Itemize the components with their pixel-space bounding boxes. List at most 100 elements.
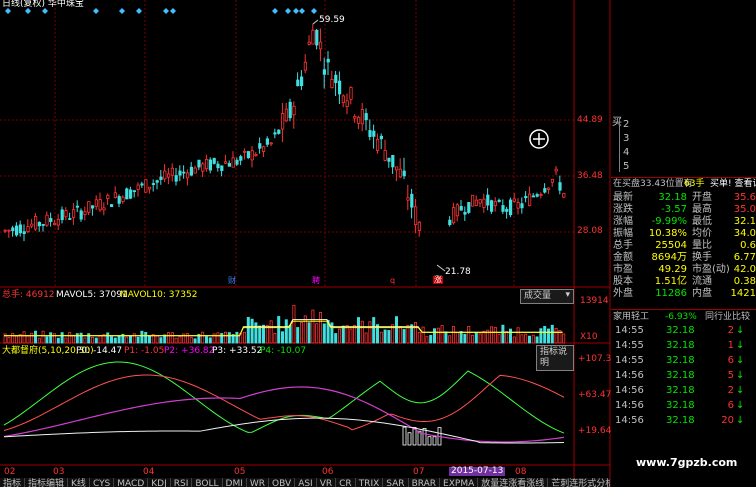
- event-marker-limit[interactable]: 涨: [433, 275, 443, 284]
- tick-time: 14:56: [615, 370, 644, 381]
- indicator-p3: P3: +33.52: [212, 346, 263, 356]
- indicator-tab[interactable]: 芒刺连形式分析: [548, 478, 610, 487]
- quote-value: 8694万: [651, 252, 687, 263]
- quote-label: 开盘: [692, 192, 712, 203]
- quote-header: 在买盘33.43位置有 63手 买单! 查看详情: [611, 177, 756, 191]
- indicator-p0: P0: -14.47: [76, 346, 123, 356]
- quote-table: 最新 32.18 开盘 35.6 涨跌 -3.57 最高 35.0 涨幅 -9.99% 最低 32.1…: [611, 192, 756, 302]
- indicator-tab[interactable]: SAR: [383, 478, 409, 487]
- quote-value: 1421: [730, 288, 756, 299]
- tick-volume: 2: [727, 325, 734, 336]
- quote-row: 涨幅 -9.99% 最低 32.1: [611, 216, 756, 228]
- tick-volume: 2: [727, 385, 734, 396]
- order-book-level: 3: [623, 133, 630, 144]
- price-axis-label-2: 36.48: [577, 171, 603, 181]
- quote-label: 量比: [692, 240, 712, 251]
- indicator-tab[interactable]: DMI: [223, 478, 247, 487]
- tick-row: 14:56 32.18 20 ↓: [612, 413, 756, 428]
- industry-header: 家用轻工 -6.93% 同行业比较: [611, 309, 756, 323]
- indicator-tab[interactable]: VR: [317, 478, 337, 487]
- tick-volume: 20: [721, 415, 734, 426]
- quote-row: 总手 25504 量比 0.6: [611, 240, 756, 252]
- quote-row: 金额 8694万 换手 6.77: [611, 252, 756, 264]
- industry-change: -6.93%: [665, 312, 697, 322]
- quote-value: 42.0: [733, 264, 756, 275]
- indicator-tab[interactable]: TRIX: [356, 478, 384, 487]
- quote-value: 0.6: [740, 240, 756, 251]
- indicator-p2: P2: +36.82: [164, 346, 215, 356]
- tick-direction-icon: ↓: [736, 370, 745, 381]
- quote-header-text: 在买盘33.43位置有: [613, 179, 693, 189]
- indicator-tab[interactable]: CYS: [90, 478, 115, 487]
- quote-label: 最高: [692, 204, 712, 215]
- quote-value: 32.1: [733, 216, 756, 227]
- chevron-down-icon: ▾: [565, 290, 570, 300]
- tick-time: 14:56: [615, 400, 644, 411]
- indicator-axis-mid: +63.47: [578, 390, 612, 400]
- crosshair-icon[interactable]: [529, 129, 549, 149]
- view-detail-link[interactable]: 买单! 查看详情: [710, 179, 756, 189]
- indicator-tab[interactable]: WR: [247, 478, 270, 487]
- quote-label: 流通: [692, 276, 712, 287]
- x-axis-label: 04: [143, 467, 155, 477]
- tick-row: 14:55 32.18 6 ↓: [612, 353, 756, 368]
- volume-indicator-select[interactable]: 成交量 ▾: [520, 289, 574, 304]
- tick-direction-icon: ↓: [736, 415, 745, 426]
- volume-total-label: 总手: 46912: [2, 290, 55, 300]
- indicator-axis-top: +107.3: [578, 354, 612, 364]
- quote-value: 35.0: [733, 204, 756, 215]
- tick-row: 14:55 32.18 2 ↓: [612, 323, 756, 338]
- event-marker-q[interactable]: q: [390, 276, 396, 285]
- indicator-tab[interactable]: 放量连涨看涨线: [478, 478, 549, 487]
- indicator-tab[interactable]: RSI: [171, 478, 193, 487]
- x-axis-label: 03: [53, 467, 65, 477]
- indicator-tab[interactable]: ASI: [295, 478, 317, 487]
- indicator-tab[interactable]: 指标: [0, 478, 26, 487]
- tick-time: 14:55: [615, 340, 644, 351]
- watermark: www.7gpzb.com: [636, 456, 738, 469]
- signal-diamonds: [5, 8, 317, 14]
- indicator-tab[interactable]: CR: [336, 478, 356, 487]
- indicator-tab[interactable]: K线: [68, 478, 90, 487]
- quote-value: -3.57: [661, 204, 687, 215]
- quote-value: 34.0: [733, 228, 756, 239]
- indicator-tab[interactable]: OBV: [269, 478, 296, 487]
- volume-bars: [3, 304, 566, 344]
- indicator-tab[interactable]: KDJ: [148, 478, 171, 487]
- quote-label: 金额: [613, 252, 633, 263]
- quote-label: 市盈(动): [692, 264, 730, 275]
- x-axis-label: 08: [515, 467, 527, 477]
- indicator-help-button[interactable]: 指标说明: [536, 345, 574, 371]
- indicator-tab[interactable]: BOLL: [192, 478, 223, 487]
- volume-axis-top: 13914: [580, 296, 609, 306]
- tick-direction-icon: ↓: [736, 325, 745, 336]
- indicator-tab[interactable]: EXPMA: [440, 478, 479, 487]
- quote-row: 市盈 49.29 市盈(动) 42.0: [611, 264, 756, 276]
- quote-label: 最新: [613, 192, 633, 203]
- order-book: 买 2 3 4 5: [611, 114, 756, 172]
- industry-compare-link[interactable]: 同行业比较: [705, 312, 751, 322]
- window-title: 日线(复权) 华中珠宝: [2, 0, 84, 9]
- indicator-tab[interactable]: MACD: [114, 478, 149, 487]
- tick-row: 14:56 32.18 2 ↓: [612, 383, 756, 398]
- quote-value: 25504: [655, 240, 687, 251]
- mavol10-label: MAVOL10: 37352: [120, 290, 198, 300]
- indicator-tab[interactable]: BRAR: [409, 478, 441, 487]
- order-book-level: 5: [623, 161, 630, 172]
- indicator-tab-bar: 指标 指标编辑 K线 CYS MACD KDJ RSI BOLL DMI WR OBV ASI VR CR…: [0, 478, 610, 487]
- tick-volume: 6: [727, 355, 734, 366]
- tick-time: 14:55: [615, 355, 644, 366]
- tick-time: 14:55: [615, 325, 644, 336]
- mavol5-label: MAVOL5: 37091: [56, 290, 128, 300]
- event-marker-finance[interactable]: 财: [228, 276, 236, 285]
- quote-label: 最低: [692, 216, 712, 227]
- order-book-level: 2: [623, 119, 630, 130]
- cursor-date-tag: 2015-07-13: [449, 466, 506, 476]
- indicator-axis-low: +19.64: [578, 426, 612, 436]
- order-book-level: 4: [623, 147, 630, 158]
- price-axis-label-3: 28.08: [577, 226, 603, 236]
- event-marker-hire[interactable]: 聘: [312, 276, 320, 285]
- indicator-tab[interactable]: 指标编辑: [25, 478, 69, 487]
